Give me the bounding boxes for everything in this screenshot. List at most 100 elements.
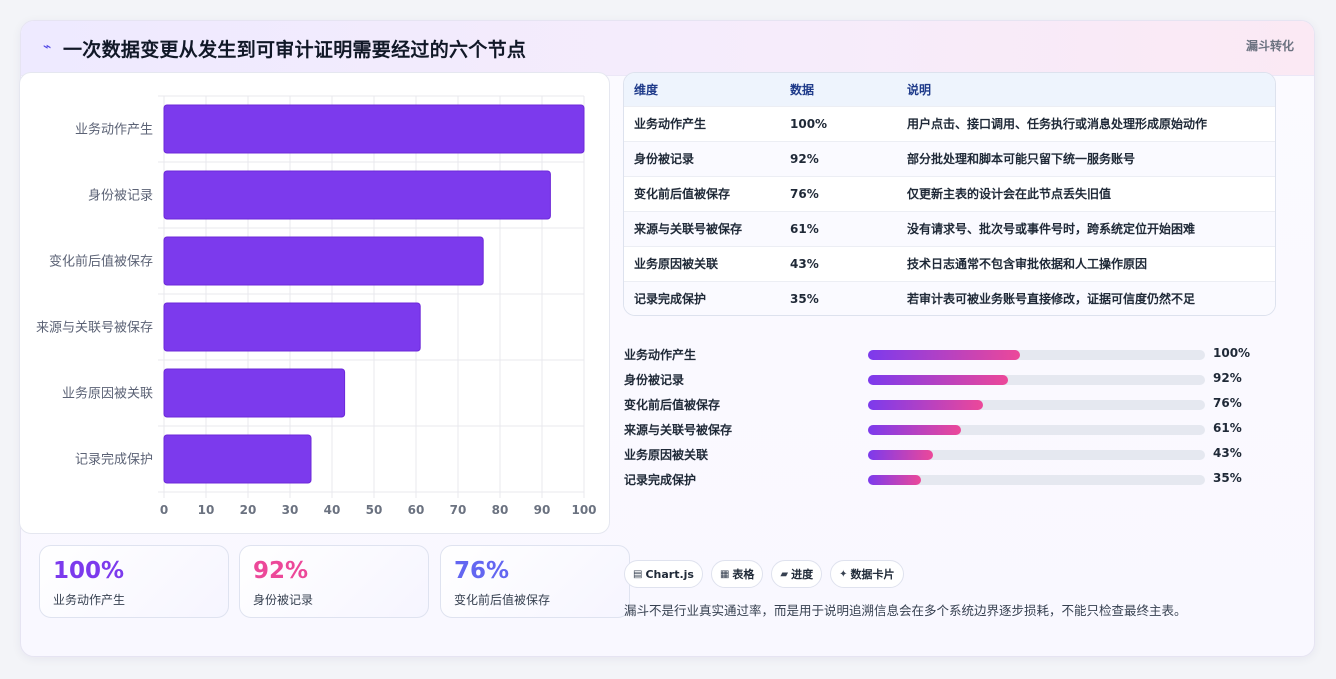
chip-table[interactable]: ▦ 表格 (710, 560, 764, 588)
progress-value: 76% (1213, 396, 1242, 410)
progress-label: 记录完成保护 (624, 473, 697, 487)
x-tick-label: 100 (571, 503, 596, 517)
x-tick-label: 10 (198, 503, 215, 517)
progress-track (868, 350, 1205, 360)
progress-label: 业务动作产生 (624, 348, 697, 362)
category-label: 来源与关联号被保存 (36, 321, 153, 336)
stat-label: 身份被记录 (253, 593, 314, 607)
header: ⌁ 一次数据变更从发生到可审计证明需要经过的六个节点 漏斗转化 (21, 21, 1314, 76)
data-table: 维度 数据 说明 业务动作产生 100% 用户点击、接口调用、任务执行或消息处理… (623, 72, 1276, 316)
stat-value: 92% (253, 558, 309, 584)
table-row: 业务动作产生 100% 用户点击、接口调用、任务执行或消息处理形成原始动作 (624, 106, 1275, 141)
cell-dimension: 业务原因被关联 (634, 257, 719, 271)
column-header-dimension: 维度 (634, 82, 659, 97)
cell-description: 部分批处理和脚本可能只留下统一服务账号 (907, 152, 1136, 166)
table-header-row: 维度 数据 说明 (624, 73, 1275, 106)
progress-label: 身份被记录 (624, 373, 685, 387)
progress-fill (868, 425, 961, 435)
progress-row: 业务动作产生 100% (624, 346, 1264, 364)
cell-description: 仅更新主表的设计会在此节点丢失旧值 (907, 187, 1112, 201)
chip-label: 表格 (732, 568, 755, 581)
cell-value: 61% (790, 221, 819, 236)
category-label: 记录完成保护 (75, 453, 153, 468)
cell-value: 43% (790, 256, 819, 271)
stat-card-3: 76% 变化前后值被保存 (440, 545, 630, 618)
chip-progress[interactable]: ▰ 进度 (771, 560, 823, 588)
x-tick-label: 60 (408, 503, 425, 517)
chip-data-cards[interactable]: ✦ 数据卡片 (830, 560, 904, 588)
chip-label: 数据卡片 (850, 568, 895, 581)
cell-value: 100% (790, 116, 828, 131)
progress-value: 35% (1213, 471, 1242, 485)
bar-2 (163, 170, 551, 220)
chart-icon: ▤ (633, 568, 643, 580)
bar-3 (163, 236, 484, 286)
progress-row: 来源与关联号被保存 61% (624, 421, 1264, 439)
category-label: 变化前后值被保存 (49, 254, 153, 270)
lightning-icon: ⌁ (43, 39, 52, 55)
category-label: 身份被记录 (88, 188, 153, 204)
stat-value: 76% (454, 558, 510, 584)
progress-value: 61% (1213, 421, 1242, 435)
table-row: 业务原因被关联 43% 技术日志通常不包含审批依据和人工操作原因 (624, 246, 1275, 281)
table-row: 来源与关联号被保存 61% 没有请求号、批次号或事件号时，跨系统定位开始困难 (624, 211, 1275, 246)
cell-dimension: 记录完成保护 (634, 292, 707, 307)
footnote: 漏斗不是行业真实通过率，而是用于说明追溯信息会在多个系统边界逐步损耗，不能只检查… (624, 603, 1187, 618)
x-tick-label: 90 (534, 503, 551, 517)
bar-chart: 业务动作产生身份被记录变化前后值被保存来源与关联号被保存业务原因被关联记录完成保… (36, 95, 597, 517)
cell-description: 用户点击、接口调用、任务执行或消息处理形成原始动作 (907, 117, 1208, 131)
progress-label: 变化前后值被保存 (624, 398, 721, 412)
x-tick-label: 20 (240, 503, 257, 517)
progress-label: 来源与关联号被保存 (624, 423, 733, 437)
progress-track (868, 400, 1205, 410)
chip-label: 进度 (791, 568, 814, 581)
bar-1 (163, 104, 585, 154)
table-row: 记录完成保护 35% 若审计表可被业务账号直接修改，证据可信度仍然不足 (624, 281, 1275, 315)
cell-value: 92% (790, 151, 819, 166)
progress-label: 业务原因被关联 (624, 448, 709, 462)
bar-5 (163, 368, 346, 418)
stat-label: 变化前后值被保存 (454, 593, 551, 607)
progress-track (868, 375, 1205, 385)
progress-track (868, 450, 1205, 460)
sparkle-icon: ✦ (839, 568, 848, 580)
table-icon: ▦ (719, 568, 730, 580)
category-label: 业务动作产生 (75, 122, 153, 138)
progress-fill (868, 350, 1020, 360)
x-tick-label: 0 (160, 503, 168, 517)
stat-card-1: 100% 业务动作产生 (39, 545, 229, 618)
progress-row: 记录完成保护 35% (624, 471, 1264, 489)
bar-4 (163, 302, 421, 352)
cell-description: 技术日志通常不包含审批依据和人工操作原因 (907, 257, 1148, 271)
stat-label: 业务动作产生 (53, 593, 126, 607)
progress-fill (868, 450, 934, 460)
progress-row: 变化前后值被保存 76% (624, 396, 1264, 414)
cell-dimension: 身份被记录 (634, 152, 695, 166)
chip-label: Chart.js (645, 567, 694, 581)
x-tick-label: 80 (492, 503, 509, 517)
bar-chart-panel: 业务动作产生 身份被记录 变化前后值被保存 来源与关联号被保存 业务原因被关联 记录完成保… (19, 72, 610, 534)
progress-value: 92% (1213, 371, 1242, 385)
chip-chartjs[interactable]: ▤ Chart.js (624, 560, 703, 588)
page-title: 一次数据变更从发生到可审计证明需要经过的六个节点 (63, 39, 527, 61)
table-row: 变化前后值被保存 76% 仅更新主表的设计会在此节点丢失旧值 (624, 176, 1275, 211)
cell-description: 没有请求号、批次号或事件号时，跨系统定位开始困难 (907, 222, 1196, 236)
column-header-description: 说明 (907, 82, 932, 97)
cell-dimension: 业务动作产生 (634, 117, 707, 131)
progress-row: 身份被记录 92% (624, 371, 1264, 389)
table-row: 身份被记录 92% 部分批处理和脚本可能只留下统一服务账号 (624, 141, 1275, 176)
progress-value: 100% (1213, 346, 1251, 360)
column-header-data: 数据 (790, 82, 815, 97)
progress-value: 43% (1213, 446, 1242, 460)
cell-value: 35% (790, 291, 819, 306)
progress-row: 业务原因被关联 43% (624, 446, 1264, 464)
cell-dimension: 变化前后值被保存 (634, 187, 731, 201)
bar-6 (163, 434, 312, 484)
progress-fill (868, 475, 922, 485)
tech-chips: ▤ Chart.js ▦ 表格 ▰ 进度 ✦ 数据卡片 (624, 560, 904, 588)
cell-value: 76% (790, 186, 819, 201)
progress-fill (868, 375, 1008, 385)
x-tick-label: 50 (366, 503, 383, 517)
progress-track (868, 475, 1205, 485)
funnel-tag: 漏斗转化 (1245, 39, 1294, 53)
